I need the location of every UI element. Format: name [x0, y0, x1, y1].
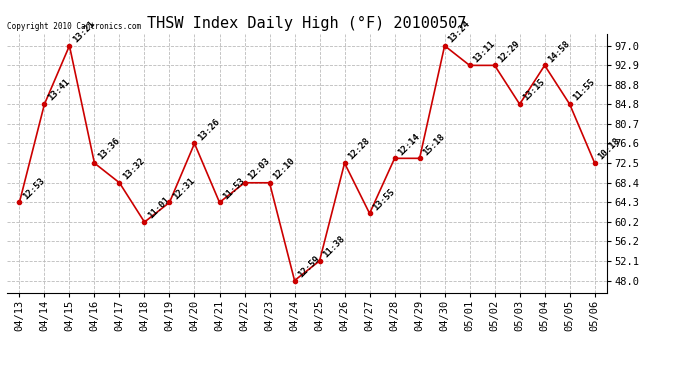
Text: Copyright 2010 Cantronics.com: Copyright 2010 Cantronics.com — [7, 22, 141, 31]
Text: 15:18: 15:18 — [421, 132, 446, 157]
Text: 13:15: 13:15 — [521, 77, 546, 103]
Text: 12:29: 12:29 — [496, 39, 522, 64]
Text: 11:53: 11:53 — [221, 176, 246, 201]
Text: 13:11: 13:11 — [471, 39, 496, 64]
Text: 12:59: 12:59 — [296, 254, 322, 279]
Text: 13:24: 13:24 — [446, 19, 471, 44]
Text: 11:01: 11:01 — [146, 195, 171, 220]
Title: THSW Index Daily High (°F) 20100507: THSW Index Daily High (°F) 20100507 — [148, 16, 466, 31]
Text: 13:41: 13:41 — [46, 77, 71, 103]
Text: 13:36: 13:36 — [96, 136, 121, 162]
Text: 12:53: 12:53 — [21, 176, 46, 201]
Text: 13:32: 13:32 — [121, 156, 146, 182]
Text: 12:14: 12:14 — [396, 132, 422, 157]
Text: 12:28: 12:28 — [346, 136, 371, 162]
Text: 10:18: 10:18 — [596, 136, 622, 162]
Text: 11:38: 11:38 — [321, 234, 346, 260]
Text: 12:10: 12:10 — [271, 156, 296, 182]
Text: 13:55: 13:55 — [371, 187, 396, 212]
Text: 14:58: 14:58 — [546, 39, 571, 64]
Text: 12:03: 12:03 — [246, 156, 271, 182]
Text: 13:26: 13:26 — [196, 117, 221, 142]
Text: 13:21: 13:21 — [71, 19, 96, 44]
Text: 12:31: 12:31 — [171, 176, 196, 201]
Text: 11:55: 11:55 — [571, 77, 596, 103]
